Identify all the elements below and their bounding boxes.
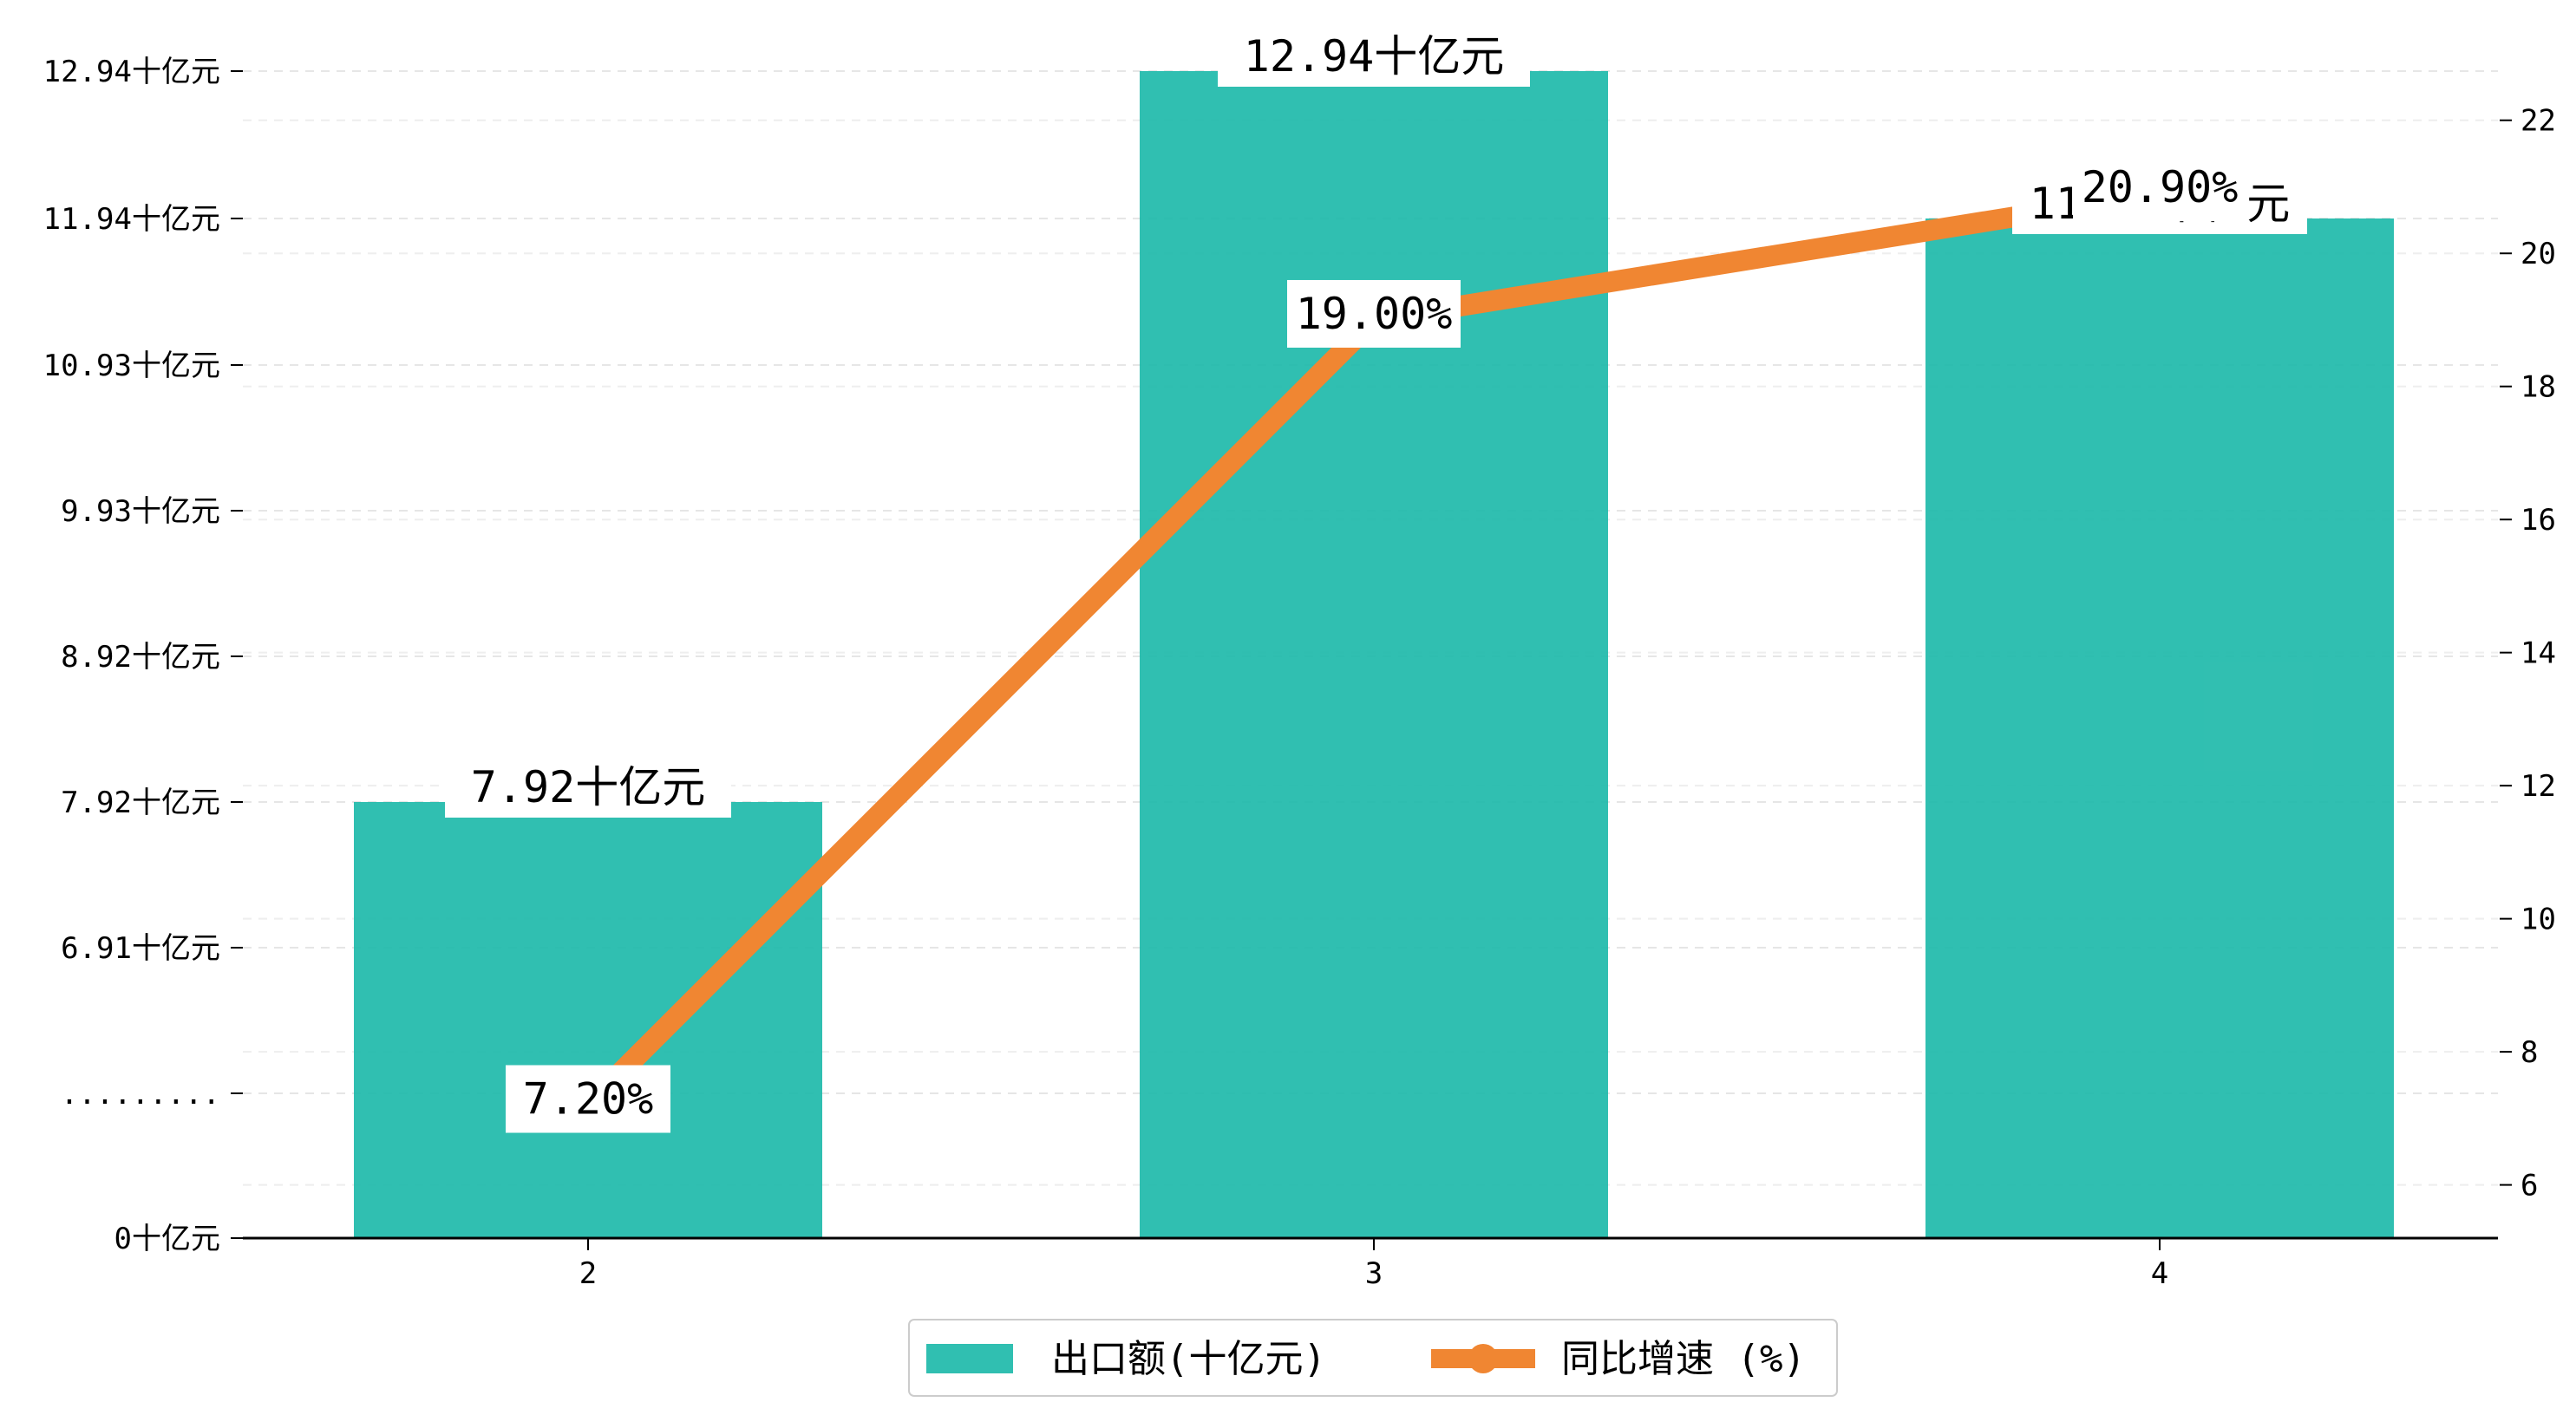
left-tick-label: 8.92十亿元 xyxy=(61,640,220,675)
right-tick-label: 6 xyxy=(2520,1169,2538,1203)
bar-series xyxy=(354,71,2394,1238)
legend: 出口额(十亿元) 同比增速 (%) xyxy=(908,1319,1838,1397)
left-tick-label: 12.94十亿元 xyxy=(43,55,220,89)
left-tick-label: 0十亿元 xyxy=(114,1222,220,1256)
bar xyxy=(354,802,822,1238)
bar-value-label: 12.94十亿元 xyxy=(1244,31,1505,82)
line-label-box xyxy=(506,1065,670,1133)
left-tick-label: 10.93十亿元 xyxy=(43,349,220,383)
bar xyxy=(1140,71,1608,1238)
line-value-label: 7.20% xyxy=(523,1074,654,1125)
right-tick-label: 8 xyxy=(2520,1035,2538,1070)
legend-box xyxy=(908,1319,1838,1397)
left-axis-ticks: 0十亿元......... 6.91十亿元 7.92十亿元 8.92十亿元 9.93十亿… xyxy=(43,55,243,1256)
left-tick-label: ......... xyxy=(61,1077,220,1112)
right-tick-label: 16 xyxy=(2520,503,2556,538)
bar-value-label: 7.92十亿元 xyxy=(471,762,705,812)
left-tick-label: 11.94十亿元 xyxy=(43,202,220,237)
left-tick-label: 9.93十亿元 xyxy=(61,494,220,529)
x-tick-label: 3 xyxy=(1365,1256,1383,1291)
right-tick-label: 18 xyxy=(2520,370,2556,405)
x-tick-label: 2 xyxy=(579,1256,597,1291)
x-axis-ticks: 2 3 4 xyxy=(579,1238,2168,1291)
right-tick-label: 20 xyxy=(2520,237,2556,271)
right-tick-label: 22 xyxy=(2520,104,2556,139)
bar-label-box xyxy=(1218,23,1530,87)
legend-line-marker xyxy=(1468,1344,1498,1373)
line-value-label: 19.00% xyxy=(1296,289,1453,339)
bar xyxy=(1925,218,2394,1238)
left-tick-label: 6.91十亿元 xyxy=(61,931,220,966)
line-label-box xyxy=(1287,279,1461,348)
line-value-label: 20.90% xyxy=(2082,162,2239,212)
left-tick-label: 7.92十亿元 xyxy=(61,786,220,820)
right-tick-label: 12 xyxy=(2520,769,2556,804)
right-axis-ticks: 6 8 10 12 14 16 18 20 22 xyxy=(2500,104,2556,1203)
bar-label-box xyxy=(445,753,731,818)
right-tick-label: 10 xyxy=(2520,903,2556,937)
right-tick-label: 14 xyxy=(2520,636,2556,671)
line-label-box xyxy=(2073,153,2246,222)
legend-bar-swatch xyxy=(926,1344,1013,1373)
legend-bar-label: 出口额(十亿元) xyxy=(1051,1337,1326,1381)
x-tick-label: 4 xyxy=(2151,1256,2168,1291)
legend-line-label: 同比增速 (%) xyxy=(1561,1337,1806,1381)
